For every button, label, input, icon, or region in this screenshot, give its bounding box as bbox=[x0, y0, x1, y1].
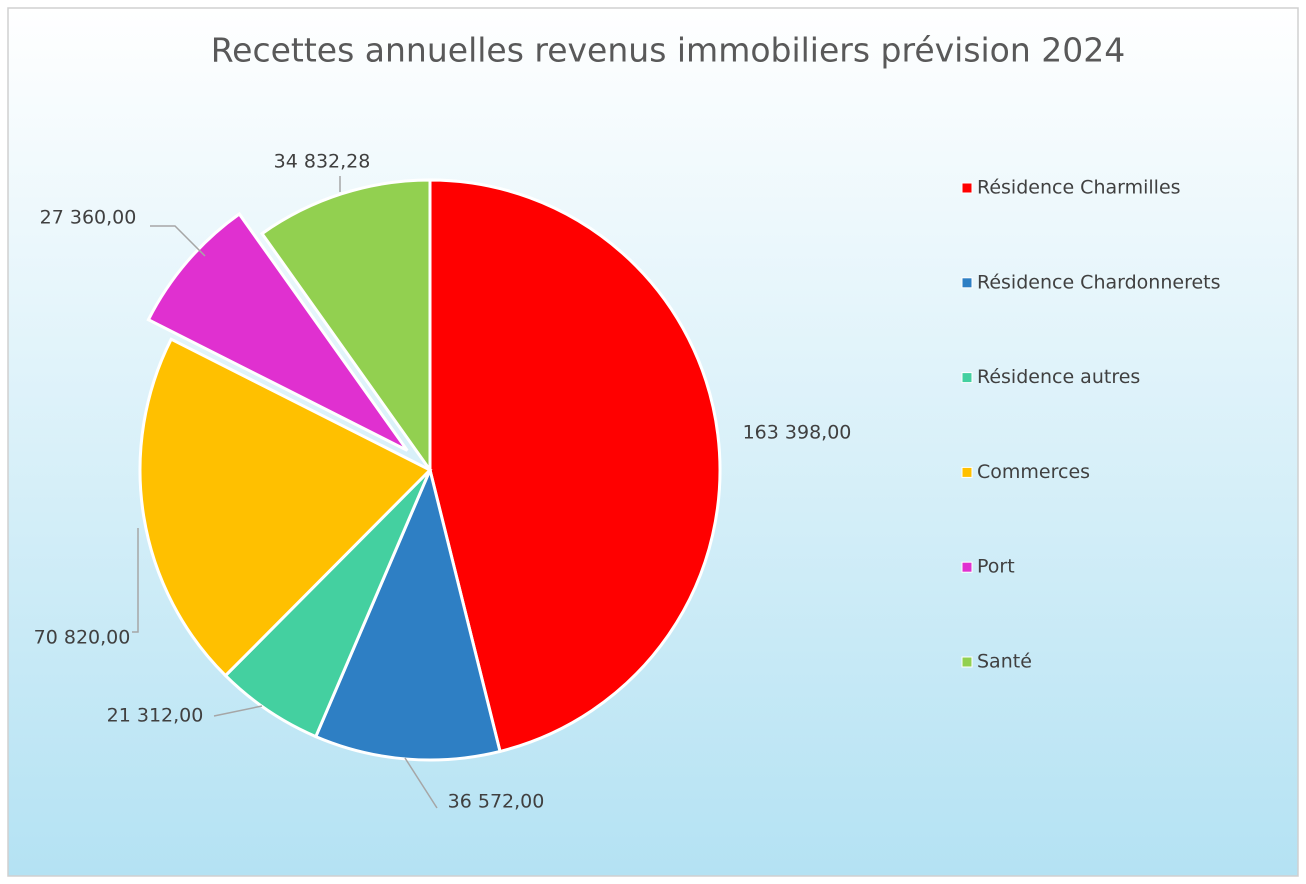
legend-marker bbox=[961, 182, 973, 194]
legend-marker bbox=[961, 656, 973, 668]
data-label: 27 360,00 bbox=[40, 207, 137, 229]
legend-label: Commerces bbox=[977, 461, 1090, 483]
pie-slice bbox=[428, 178, 722, 754]
data-label: 36 572,00 bbox=[448, 791, 545, 813]
data-label: 21 312,00 bbox=[107, 705, 204, 727]
legend-label: Santé bbox=[977, 651, 1032, 673]
pie-slice bbox=[313, 465, 502, 762]
legend-marker bbox=[961, 466, 973, 478]
leader-line bbox=[150, 225, 206, 257]
legend-marker bbox=[961, 561, 973, 573]
leader-line bbox=[132, 528, 139, 633]
legend-label: Résidence Chardonnerets bbox=[977, 271, 1221, 293]
leader-line bbox=[213, 705, 263, 717]
legend-label: Port bbox=[977, 556, 1015, 578]
leader-line bbox=[404, 757, 438, 809]
pie-slice bbox=[138, 337, 433, 678]
legend-label: Résidence autres bbox=[977, 366, 1140, 388]
pie-slice bbox=[259, 178, 432, 475]
data-label: 70 820,00 bbox=[34, 627, 131, 649]
legend-marker bbox=[961, 372, 973, 384]
chart-title: Recettes annuelles revenus immobiliers p… bbox=[211, 31, 1126, 70]
data-label: 163 398,00 bbox=[743, 422, 852, 444]
pie-slice bbox=[146, 211, 409, 452]
legend-label: Résidence Charmilles bbox=[977, 177, 1181, 199]
data-label: 34 832,28 bbox=[274, 151, 371, 173]
legend-marker bbox=[961, 277, 973, 289]
